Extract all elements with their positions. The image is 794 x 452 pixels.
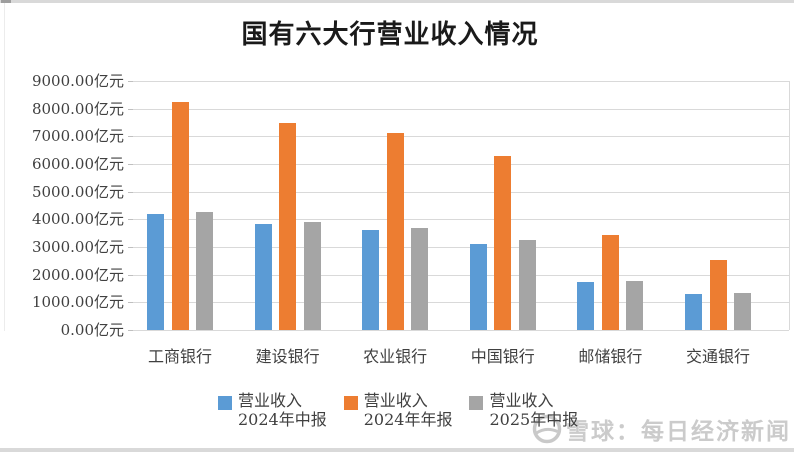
- bar-农业银行-营业收入2024年年报: [386, 133, 404, 330]
- bar-交通银行-营业收入2024年中报: [685, 294, 702, 330]
- gridline: [133, 191, 789, 193]
- x-axis-label: 农业银行: [363, 347, 428, 366]
- bar-中国银行-营业收入2024年年报: [494, 155, 512, 330]
- gridline: [133, 108, 789, 110]
- gridline: [133, 330, 789, 331]
- bar-邮储银行-营业收入2025年中报: [626, 281, 644, 330]
- legend-entry: 营业收入 2024年中报: [218, 391, 327, 429]
- gridline: [133, 302, 789, 304]
- bar-建设银行-营业收入2025年中报: [303, 221, 321, 330]
- bar-工商银行-营业收入2024年中报: [147, 214, 164, 330]
- bar-农业银行-营业收入2025年中报: [411, 228, 429, 330]
- bar-邮储银行-营业收入2024年年报: [601, 234, 619, 330]
- x-axis-label: 邮储银行: [578, 347, 643, 366]
- left-edge-line: [4, 3, 5, 331]
- x-axis-label: 工商银行: [147, 347, 212, 366]
- top-left-speck: [1, 0, 11, 3]
- legend-label: 营业收入 2024年年报: [363, 391, 453, 429]
- bar-交通银行-营业收入2025年中报: [734, 293, 751, 330]
- x-axis-label: 中国银行: [470, 347, 535, 366]
- chart-legend: 营业收入 2024年中报 营业收入 2024年年报 营业收入 2025年中报: [218, 391, 578, 429]
- bar-工商银行-营业收入2025年中报: [196, 212, 213, 330]
- bar-建设银行-营业收入2024年年报: [279, 122, 297, 330]
- gridline: [133, 247, 789, 248]
- watermark: 雪球：每日经济新闻: [531, 412, 791, 446]
- y-axis-label: 4000.00亿元: [31, 210, 124, 229]
- y-axis-label: 8000.00亿元: [31, 99, 124, 118]
- legend-swatch-icon: [469, 396, 484, 410]
- bar-工商银行-营业收入2024年年报: [171, 102, 189, 330]
- bar-邮储银行-营业收入2024年中报: [577, 282, 595, 330]
- bar-交通银行-营业收入2024年年报: [709, 259, 727, 330]
- y-axis-label: 5000.00亿元: [31, 182, 124, 201]
- gridline: [133, 164, 789, 165]
- chart-title: 国有六大行营业收入情况: [241, 20, 539, 50]
- legend-entry: 营业收入 2024年年报: [343, 391, 453, 429]
- x-axis-label: 建设银行: [255, 347, 320, 366]
- legend-swatch-icon: [343, 396, 358, 410]
- y-axis-tick-mark: [128, 81, 133, 82]
- watermark-text: 雪球：每日经济新闻: [566, 419, 791, 445]
- x-axis-label: 交通银行: [685, 347, 750, 366]
- y-axis-label: 1000.00亿元: [31, 293, 124, 312]
- legend-label: 营业收入 2025年中报: [489, 391, 579, 429]
- gridline: [133, 219, 789, 221]
- y-axis-tick-mark: [128, 302, 133, 304]
- gridline: [133, 136, 789, 138]
- y-axis-tick-mark: [128, 247, 133, 248]
- y-axis-tick-mark: [128, 330, 133, 331]
- bar-建设银行-营业收入2024年中报: [254, 223, 272, 330]
- y-axis-tick-mark: [128, 274, 133, 276]
- bar-中国银行-营业收入2024年中报: [469, 243, 487, 330]
- y-axis-label: 0.00亿元: [60, 321, 124, 339]
- y-axis-tick-mark: [128, 108, 133, 110]
- gridline: [133, 81, 789, 82]
- legend-swatch-icon: [218, 396, 232, 410]
- bottom-edge-strip: [0, 448, 794, 452]
- bar-农业银行-营业收入2024年中报: [362, 229, 380, 330]
- y-axis-tick-mark: [128, 191, 133, 193]
- y-axis-tick-mark: [128, 136, 133, 138]
- y-axis-label: 3000.00亿元: [31, 238, 124, 256]
- bar-中国银行-营业收入2025年中报: [518, 239, 536, 330]
- legend-entry: 营业收入 2025年中报: [469, 391, 578, 429]
- y-axis-label: 6000.00亿元: [31, 155, 124, 173]
- top-edge-strip: [0, 0, 794, 3]
- xueqiu-snowball-icon: [532, 414, 562, 444]
- y-axis-label: 7000.00亿元: [31, 127, 124, 146]
- gridline: [133, 274, 789, 276]
- y-axis-tick-mark: [128, 164, 133, 165]
- y-axis-tick-mark: [128, 219, 133, 221]
- plot-right-border: [789, 81, 790, 330]
- legend-label: 营业收入 2024年中报: [238, 391, 327, 429]
- y-axis-label: 9000.00亿元: [31, 72, 124, 90]
- y-axis-label: 2000.00亿元: [31, 265, 124, 284]
